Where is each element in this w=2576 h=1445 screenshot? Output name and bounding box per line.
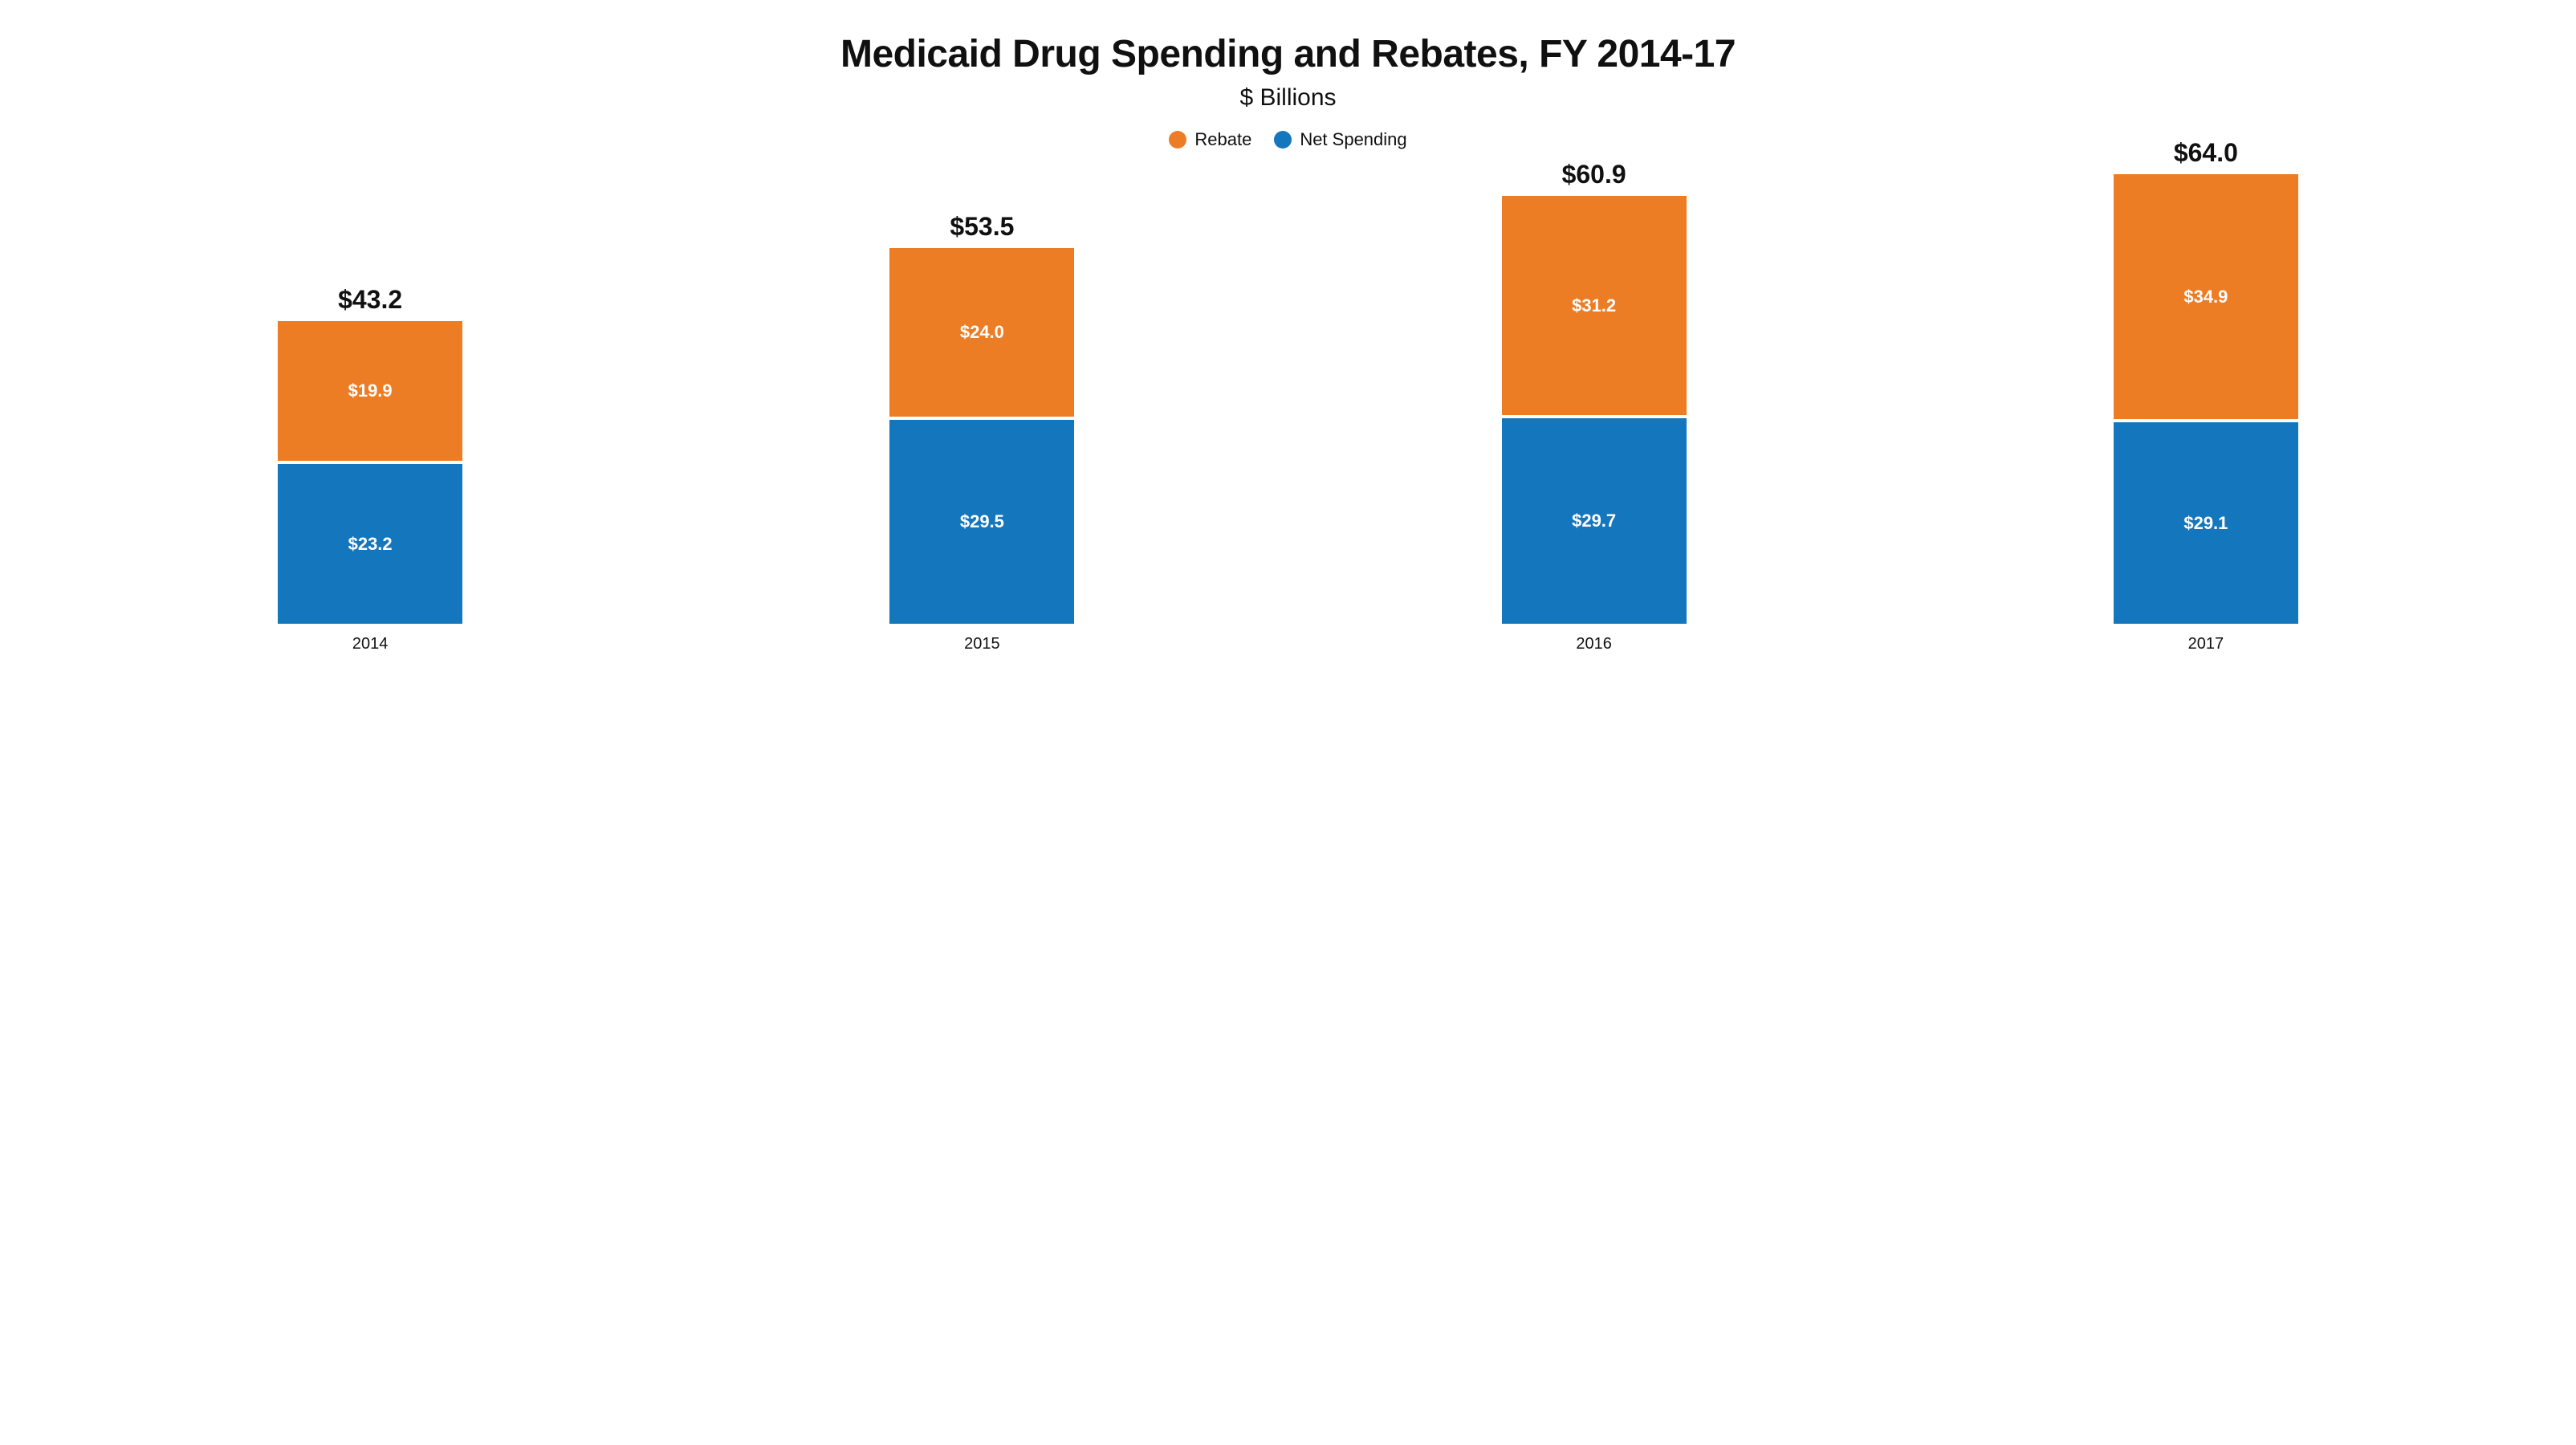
stacked-bar: $34.9 $29.1: [2114, 174, 2298, 624]
bar-total-label: $60.9: [1562, 160, 1626, 189]
bar-group: $43.2 $19.9 $23.2: [278, 285, 462, 624]
x-axis-label: 2017: [2114, 635, 2298, 653]
x-axis-labels: 2014 2015 2016 2017: [64, 635, 2512, 653]
bar-total-label: $43.2: [338, 285, 402, 315]
stacked-bar: $31.2 $29.7: [1502, 196, 1687, 624]
legend-label: Rebate: [1194, 129, 1251, 150]
bar-group: $60.9 $31.2 $29.7: [1502, 160, 1687, 624]
bar-segment-label: $19.9: [348, 381, 393, 401]
bar-segment-net_spending: $29.5: [889, 417, 1074, 624]
bar-segment-net_spending: $23.2: [278, 461, 462, 624]
bar-total-label: $53.5: [950, 212, 1014, 242]
bar-segment-label: $29.1: [2183, 513, 2228, 534]
bar-segment-label: $24.0: [960, 322, 1004, 343]
bar-group: $53.5 $24.0 $29.5: [889, 212, 1074, 624]
bar-segment-rebate: $24.0: [889, 248, 1074, 417]
x-axis-label: 2014: [278, 635, 462, 653]
bar-segment-label: $31.2: [1572, 295, 1616, 316]
bar-segment-label: $34.9: [2183, 287, 2228, 307]
bar-total-label: $64.0: [2174, 138, 2238, 168]
bar-segment-net_spending: $29.1: [2114, 419, 2298, 624]
bar-segment-label: $29.5: [960, 511, 1004, 532]
legend-item: Net Spending: [1274, 129, 1406, 150]
legend-swatch: [1169, 131, 1186, 149]
legend-item: Rebate: [1169, 129, 1251, 150]
bar-group: $64.0 $34.9 $29.1: [2114, 138, 2298, 624]
bar-segment-rebate: $34.9: [2114, 174, 2298, 419]
chart-title: Medicaid Drug Spending and Rebates, FY 2…: [64, 32, 2512, 76]
plot-area: $43.2$19.9$23.2$53.5$24.0$29.5$60.9$31.2…: [64, 174, 2512, 624]
x-axis-label: 2015: [889, 635, 1074, 653]
legend-label: Net Spending: [1300, 129, 1406, 150]
stacked-bar: $24.0 $29.5: [889, 248, 1074, 624]
bar-segment-net_spending: $29.7: [1502, 415, 1687, 624]
bar-segment-label: $23.2: [348, 534, 393, 555]
bar-segment-label: $29.7: [1572, 511, 1616, 531]
bar-segment-rebate: $19.9: [278, 321, 462, 461]
x-axis-label: 2016: [1502, 635, 1687, 653]
stacked-bar: $19.9 $23.2: [278, 321, 462, 624]
chart-subtitle: $ Billions: [64, 84, 2512, 112]
medicaid-spending-chart: Medicaid Drug Spending and Rebates, FY 2…: [0, 0, 2576, 686]
legend-swatch: [1274, 131, 1292, 149]
bar-segment-rebate: $31.2: [1502, 196, 1687, 415]
